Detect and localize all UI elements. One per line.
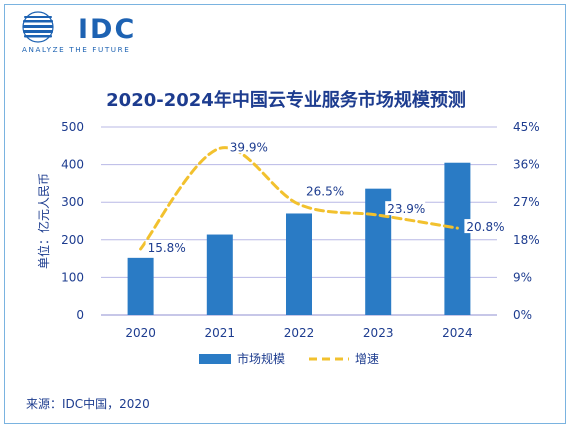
bar xyxy=(444,162,471,315)
data-label-bg xyxy=(464,219,505,234)
y-axis-label: 单位：亿元人民币 xyxy=(36,173,51,269)
growth-data-label: 26.5% xyxy=(306,184,344,198)
y2-tick-label: 0% xyxy=(513,308,532,322)
source-note: 来源：IDC中国，2020 xyxy=(26,397,150,411)
data-label-bg xyxy=(227,139,268,154)
legend-swatch-bar xyxy=(199,354,231,364)
logo-tagline: ANALYZE THE FUTURE xyxy=(22,45,131,54)
logo-name: IDC xyxy=(78,14,137,45)
growth-data-label: 23.9% xyxy=(387,202,425,216)
y-tick-label: 300 xyxy=(61,195,84,209)
y-tick-label: 0 xyxy=(76,308,84,322)
idc-logo: IDC ANALYZE THE FUTURE xyxy=(18,10,168,54)
x-tick-label: 2020 xyxy=(125,326,156,340)
y2-tick-label: 9% xyxy=(513,270,532,284)
y-tick-label: 100 xyxy=(61,270,84,284)
data-label-bg xyxy=(304,183,344,198)
globe-icon xyxy=(22,11,54,43)
y-tick-label: 200 xyxy=(61,233,84,247)
bar xyxy=(127,257,154,315)
chart-frame xyxy=(4,4,566,424)
x-tick-label: 2022 xyxy=(284,326,315,340)
bar xyxy=(206,234,233,315)
legend-label-line: 增速 xyxy=(355,352,379,366)
y2-tick-label: 27% xyxy=(513,195,540,209)
bar xyxy=(286,213,312,315)
x-tick-label: 2023 xyxy=(363,326,394,340)
y-tick-label: 500 xyxy=(61,120,84,134)
y2-tick-label: 45% xyxy=(513,120,540,134)
data-label-bg xyxy=(145,239,186,254)
data-label-bg xyxy=(385,201,426,216)
x-tick-label: 2024 xyxy=(442,326,473,340)
growth-line xyxy=(139,146,459,251)
growth-data-label: 39.9% xyxy=(230,140,268,154)
chart-title: 2020-2024年中国云专业服务市场规模预测 xyxy=(106,90,466,111)
y-tick-label: 400 xyxy=(61,158,84,172)
y2-tick-label: 36% xyxy=(513,158,540,172)
y2-tick-label: 18% xyxy=(513,233,540,247)
x-tick-label: 2021 xyxy=(205,326,236,340)
legend-label-bar: 市场规模 xyxy=(237,351,285,366)
growth-data-label: 15.8% xyxy=(148,241,186,255)
growth-data-label: 20.8% xyxy=(466,220,504,234)
